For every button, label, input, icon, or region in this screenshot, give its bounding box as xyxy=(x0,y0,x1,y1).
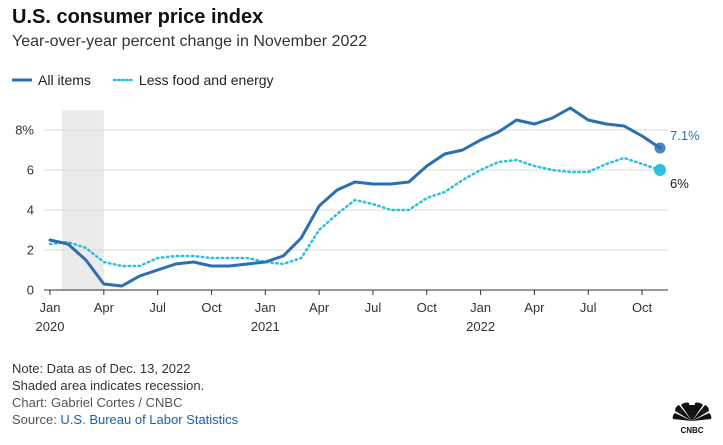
series-end-point xyxy=(654,164,666,176)
series-end-label: 7.1% xyxy=(670,128,700,143)
x-year-label: 2022 xyxy=(466,319,495,334)
legend-label-all-items: All items xyxy=(38,72,91,88)
note-recession: Shaded area indicates recession. xyxy=(12,378,205,393)
x-tick-label: Jan xyxy=(255,300,276,315)
x-tick-label: Oct xyxy=(632,300,653,315)
x-tick-label: Jan xyxy=(470,300,491,315)
x-year-label: 2020 xyxy=(36,319,65,334)
cnbc-peacock-icon: CNBC xyxy=(672,402,712,435)
x-tick-label: Oct xyxy=(201,300,222,315)
x-year-label: 2021 xyxy=(251,319,280,334)
note-data-date: Note: Data as of Dec. 13, 2022 xyxy=(12,361,191,376)
logo-text: CNBC xyxy=(680,426,703,435)
legend-item-all-items: All items xyxy=(12,72,91,88)
chart-source: Source: U.S. Bureau of Labor Statistics xyxy=(12,411,238,428)
x-tick-label: Oct xyxy=(417,300,438,315)
source-link[interactable]: U.S. Bureau of Labor Statistics xyxy=(60,412,239,427)
x-tick-label: Apr xyxy=(94,300,115,315)
series-line-core xyxy=(48,156,662,268)
legend: All items Less food and energy xyxy=(12,72,296,88)
x-tick-label: Jan xyxy=(40,300,61,315)
y-tick-label: 6 xyxy=(27,163,34,178)
series-line-all-items xyxy=(48,106,662,288)
chart-title: U.S. consumer price index xyxy=(12,6,264,28)
x-tick-label: Apr xyxy=(524,300,545,315)
legend-item-core: Less food and energy xyxy=(112,72,274,88)
x-tick-label: Jul xyxy=(149,300,166,315)
chart-credit: Chart: Gabriel Cortes / CNBC xyxy=(12,395,183,410)
recession-shading xyxy=(61,110,104,290)
y-tick-label: 4 xyxy=(27,203,34,218)
source-prefix: Source: xyxy=(12,412,61,427)
chart-notes: Note: Data as of Dec. 13, 2022 Shaded ar… xyxy=(12,360,238,428)
series-end-point xyxy=(654,142,666,154)
y-tick-label: 8% xyxy=(15,123,34,138)
y-tick-label: 2 xyxy=(27,243,34,258)
x-tick-label: Apr xyxy=(309,300,330,315)
x-tick-label: Jul xyxy=(365,300,382,315)
legend-dotted-line-icon xyxy=(112,78,133,82)
legend-label-core: Less food and energy xyxy=(138,72,274,88)
x-tick-label: Jul xyxy=(580,300,597,315)
legend-solid-line-icon xyxy=(12,78,32,82)
y-tick-label: 0 xyxy=(27,283,34,298)
chart-subtitle: Year-over-year percent change in Novembe… xyxy=(12,33,368,50)
series-end-label: 6% xyxy=(670,176,689,191)
